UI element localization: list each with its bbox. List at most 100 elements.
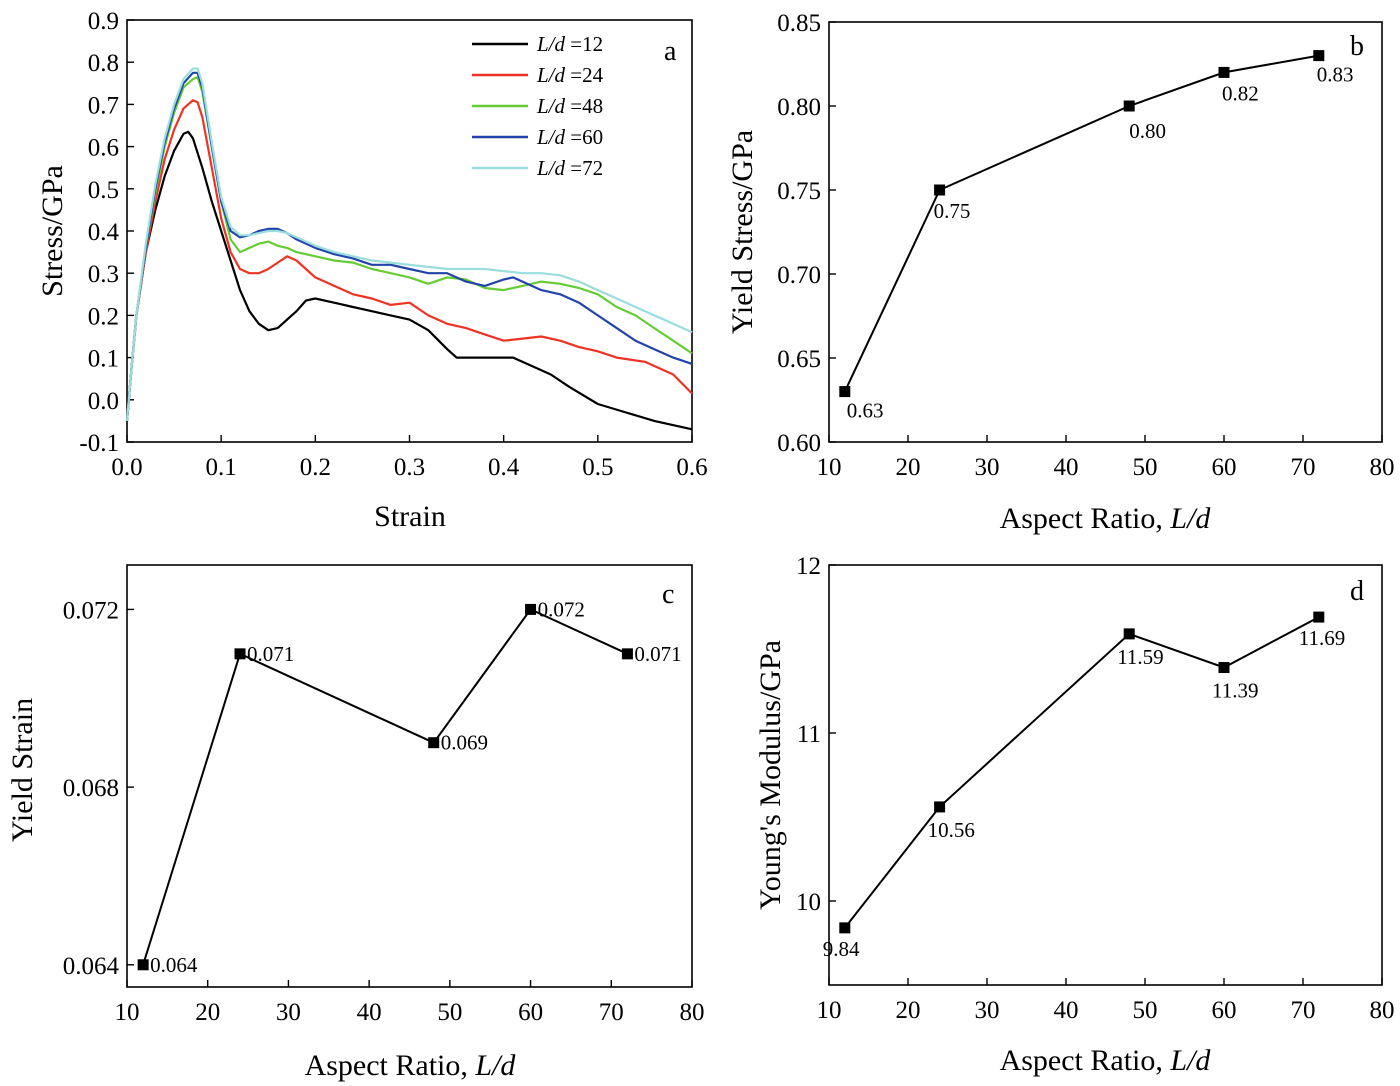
legend-label-ld-24: L/d =24 (536, 63, 604, 87)
y-tick-label: 0.6 (88, 135, 119, 162)
x-tick-label: 0.3 (394, 454, 425, 481)
x-tick-label: 70 (1291, 997, 1316, 1024)
panel-b-y-ticks: 0.60 0.65 0.70 0.75 0.80 0.85 (777, 10, 836, 457)
x-tick-label: 30 (975, 454, 1000, 481)
x-tick-label: 10 (115, 999, 140, 1026)
y-tick-label: 0.5 (88, 177, 119, 204)
legend-label-ld-12: L/d =12 (536, 32, 603, 56)
panel-c-x-axis-label: Aspect Ratio, L/d (305, 1049, 517, 1082)
data-line (142, 608, 628, 966)
y-tick-label: 0.072 (63, 597, 119, 624)
y-tick-label: 11 (797, 721, 821, 748)
panel-d: 10 20 30 40 50 60 70 80 10 11 12 9.84 10.56 11.59 11… (754, 553, 1395, 1077)
panel-d-plot: 9.84 10.56 11.59 11.39 11.69 (823, 611, 1345, 961)
x-tick-label: 0.0 (111, 454, 142, 481)
data-point-marker (234, 648, 246, 660)
data-point-marker (1123, 100, 1135, 112)
y-tick-label: 0.70 (777, 262, 821, 289)
data-point-marker (1218, 661, 1230, 673)
x-tick-label: 0.2 (300, 454, 331, 481)
x-tick-label: 10 (817, 454, 842, 481)
panel-a-y-axis-label: Stress/GPa (36, 165, 69, 297)
series-line-ld-60 (125, 71, 693, 421)
data-point-marker (934, 184, 946, 196)
panel-d-y-ticks: 10 11 12 (796, 553, 836, 916)
panel-a-x-axis-label: Strain (374, 500, 446, 533)
data-line (843, 54, 1319, 393)
panel-b-x-ticks: 10 20 30 40 50 60 70 80 (817, 435, 1395, 481)
y-tick-label: 12 (796, 553, 821, 580)
y-tick-label: 0.064 (63, 953, 120, 980)
data-point-label: 11.59 (1117, 645, 1163, 669)
panel-d-letter: d (1350, 576, 1364, 607)
data-point-marker (428, 737, 440, 749)
y-tick-label: 0.7 (88, 92, 119, 119)
y-tick-label: 0.85 (777, 10, 821, 37)
data-point-marker (1313, 611, 1325, 623)
data-point-label: 0.82 (1222, 81, 1259, 105)
panel-d-frame (828, 564, 1383, 986)
data-point-marker (525, 603, 537, 615)
panel-d-y-axis-label: Young's Modulus/GPa (754, 640, 787, 910)
data-point-label: 0.071 (634, 642, 681, 666)
x-tick-label: 80 (1370, 997, 1395, 1024)
panel-a-letter: a (664, 36, 677, 67)
data-point-marker (839, 922, 851, 934)
x-tick-label: 80 (680, 999, 705, 1026)
series-line-ld-12 (125, 130, 693, 431)
panel-b-y-axis-label: Yield Stress/GPa (726, 130, 759, 334)
legend-label-value: =12 (565, 32, 603, 56)
x-tick-label: 0.5 (582, 454, 613, 481)
x-tick-label: 60 (1212, 997, 1237, 1024)
data-point-marker (934, 801, 946, 813)
panel-b-frame (828, 21, 1383, 443)
y-tick-label: 0.9 (88, 8, 119, 35)
legend-label-value: =24 (565, 63, 604, 87)
series-line-ld-72 (125, 67, 693, 421)
y-tick-label: 0.75 (777, 178, 821, 205)
data-point-marker (839, 386, 851, 398)
legend-label-ld-72: L/d =72 (536, 156, 603, 180)
data-point-label: 11.69 (1299, 626, 1345, 650)
x-tick-label: 60 (518, 999, 543, 1026)
y-tick-label: 0.3 (88, 261, 119, 288)
x-tick-label: 0.1 (206, 454, 237, 481)
panel-c-y-axis-label: Yield Strain (6, 698, 39, 842)
panel-d-x-axis-label: Aspect Ratio, L/d (1000, 1044, 1212, 1077)
panel-a-y-ticks: -0.1 0.0 0.1 0.2 0.3 0.4 0.5 0.6 0.7 0.8 0.9 (79, 8, 134, 457)
y-tick-label: 0.068 (63, 775, 119, 802)
legend-label-value: =60 (565, 125, 603, 149)
y-tick-label: -0.1 (79, 430, 119, 457)
data-point-marker (1313, 50, 1325, 62)
x-tick-label: 50 (1133, 997, 1158, 1024)
data-point-label: 0.069 (441, 731, 488, 755)
x-tick-label: 30 (276, 999, 301, 1026)
x-tick-label: 40 (357, 999, 382, 1026)
legend-label-italic: L/d (536, 125, 566, 149)
x-tick-label: 20 (195, 999, 220, 1026)
series-line-ld-24 (125, 99, 693, 421)
data-point-label: 0.071 (247, 642, 294, 666)
x-tick-label: 80 (1370, 454, 1395, 481)
y-tick-label: 0.2 (88, 303, 119, 330)
y-tick-label: 0.65 (777, 346, 821, 373)
data-point-label: 0.072 (538, 597, 585, 621)
panel-c-frame (126, 564, 693, 988)
panel-c-plot: 0.064 0.071 0.069 0.072 0.071 (137, 597, 682, 977)
legend-label-italic: L/d (536, 94, 566, 118)
x-tick-label: 70 (1291, 454, 1316, 481)
data-point-marker (1123, 628, 1135, 640)
legend-label-value: =72 (565, 156, 603, 180)
y-tick-label: 0.60 (777, 430, 821, 457)
x-tick-label: 0.4 (488, 454, 520, 481)
panel-a-frame (126, 19, 693, 443)
data-point-marker (137, 959, 149, 971)
data-point-label: 0.63 (847, 399, 884, 423)
x-tick-label: 60 (1212, 454, 1237, 481)
data-point-marker (621, 648, 633, 660)
x-tick-label: 0.6 (676, 454, 707, 481)
panel-b-plot: 0.63 0.75 0.80 0.82 0.83 (839, 50, 1354, 423)
y-tick-label: 0.80 (777, 94, 821, 121)
